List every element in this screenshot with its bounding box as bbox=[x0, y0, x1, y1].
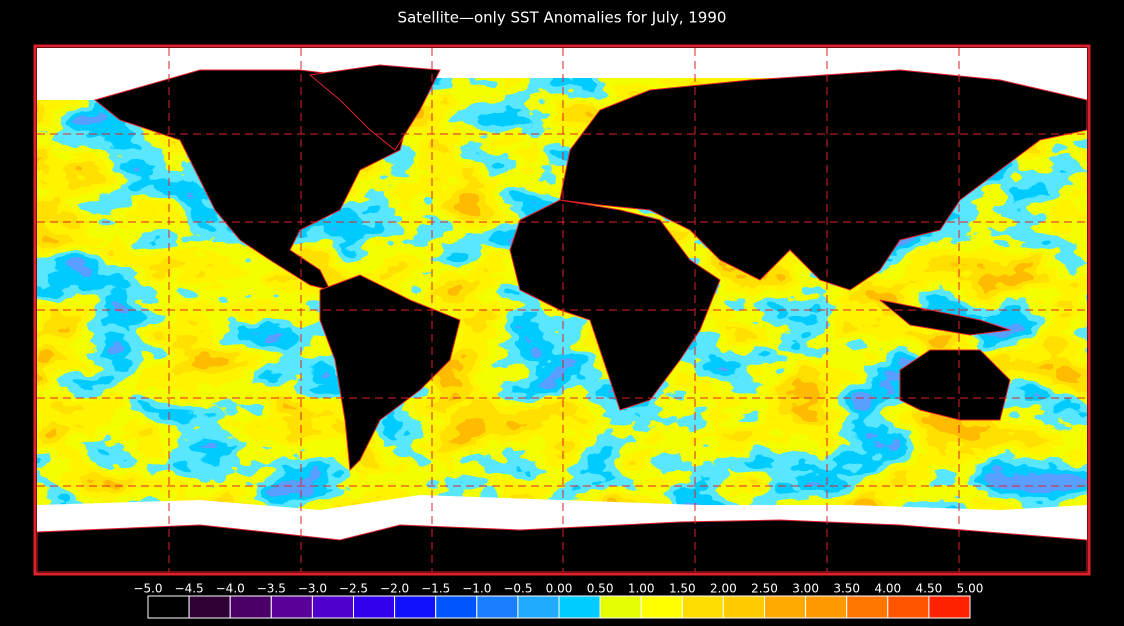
colorbar-swatch bbox=[846, 595, 889, 619]
map bbox=[37, 48, 1087, 572]
colorbar-label: 1.00 bbox=[628, 582, 655, 596]
colorbar-label: 0.00 bbox=[546, 582, 573, 596]
colorbar-swatch bbox=[229, 595, 272, 619]
colorbar-label: 2.50 bbox=[751, 582, 778, 596]
colorbar-label: −3.0 bbox=[298, 582, 327, 596]
colorbar-swatch bbox=[764, 595, 807, 619]
colorbar-swatch bbox=[147, 595, 190, 619]
colorbar-label: 2.00 bbox=[710, 582, 737, 596]
colorbar-swatch bbox=[394, 595, 437, 619]
colorbar-label: −2.5 bbox=[339, 582, 368, 596]
colorbar-swatch bbox=[353, 595, 396, 619]
colorbar-label: −5.0 bbox=[133, 582, 162, 596]
colorbar-swatch bbox=[188, 595, 231, 619]
colorbar-label: −2.0 bbox=[380, 582, 409, 596]
colorbar-label: −4.0 bbox=[216, 582, 245, 596]
colorbar: −5.0 −4.5 −4.0 −3.5 −3.0 −2.5 −2.0 −1.5 −1.0 −0.5… bbox=[133, 582, 983, 619]
colorbar-swatch bbox=[722, 595, 766, 619]
colorbar-swatch bbox=[558, 595, 601, 619]
graticule bbox=[37, 48, 1087, 572]
colorbar-label: −1.0 bbox=[462, 582, 491, 596]
colorbar-swatch bbox=[928, 595, 971, 619]
land bbox=[37, 64, 1087, 572]
colorbar-label: 4.00 bbox=[874, 582, 901, 596]
colorbar-swatch bbox=[599, 595, 642, 619]
colorbar-swatch bbox=[270, 595, 313, 619]
colorbar-swatch bbox=[887, 595, 930, 619]
colorbar-label: −3.5 bbox=[257, 582, 286, 596]
colorbar-label: −0.5 bbox=[503, 582, 532, 596]
colorbar-swatch bbox=[681, 595, 724, 619]
colorbar-label: 4.50 bbox=[916, 582, 943, 596]
colorbar-label: 3.50 bbox=[833, 582, 860, 596]
colorbar-label: 0.50 bbox=[587, 582, 614, 596]
colorbar-label: −4.5 bbox=[175, 582, 204, 596]
colorbar-label: −1.5 bbox=[421, 582, 450, 596]
colorbar-label: 1.50 bbox=[669, 582, 696, 596]
colorbar-label: 3.00 bbox=[792, 582, 819, 596]
colorbar-swatch bbox=[640, 595, 683, 619]
colorbar-swatch bbox=[476, 595, 519, 619]
colorbar-swatch bbox=[435, 595, 478, 619]
colorbar-swatch bbox=[805, 595, 848, 619]
map-title: Satellite—only SST Anomalies for July, 1… bbox=[398, 9, 727, 27]
map-frame bbox=[33, 44, 1091, 576]
arctic-ice bbox=[37, 48, 1087, 120]
colorbar-label: 5.00 bbox=[957, 582, 984, 596]
colorbar-swatch bbox=[517, 595, 560, 619]
colorbar-swatch bbox=[311, 595, 354, 619]
